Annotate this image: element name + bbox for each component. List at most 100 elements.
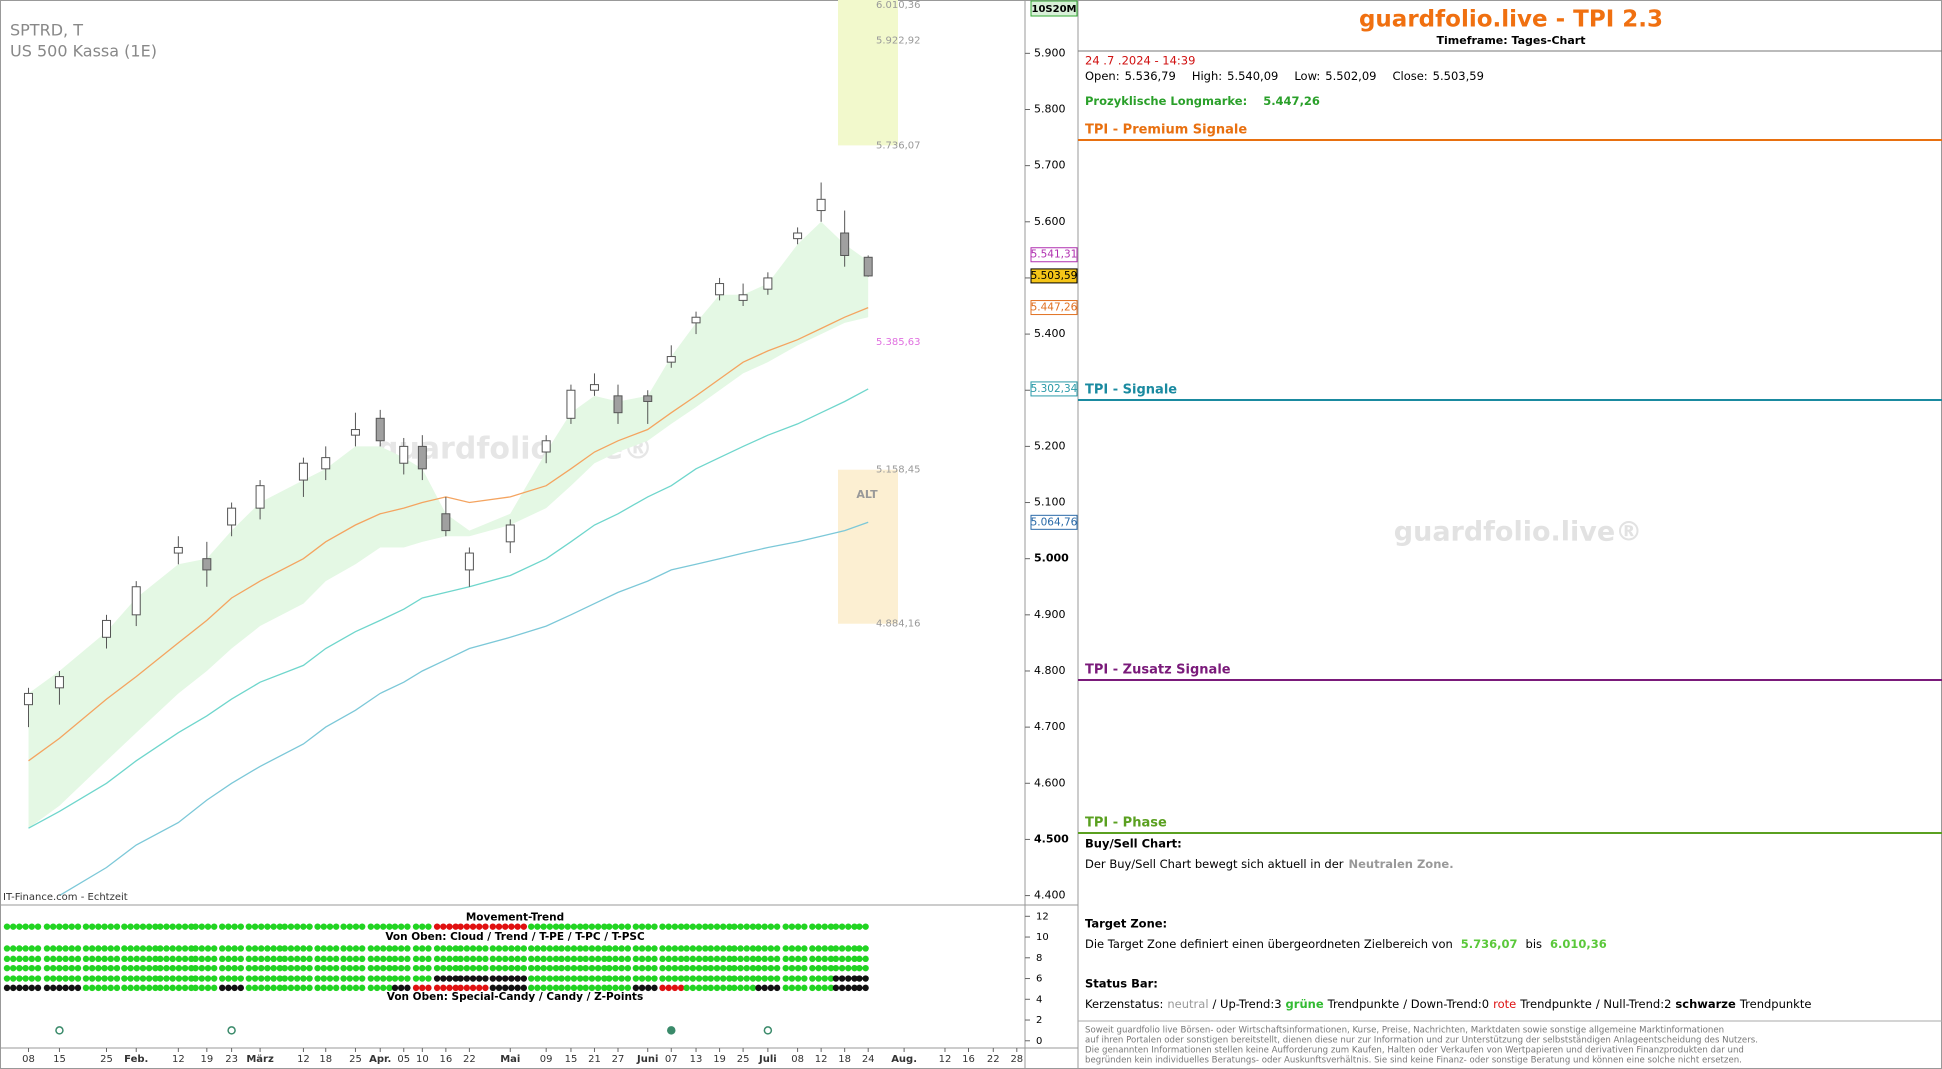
chart-subtitle: US 500 Kassa (1E): [10, 42, 157, 61]
trend-dot: [175, 945, 183, 952]
trend-dot: [540, 945, 547, 952]
trend-dot: [139, 984, 147, 992]
trend-dot: [152, 955, 159, 963]
trend-dot: [737, 964, 744, 972]
trend-dot: [88, 984, 96, 992]
trend-dot: [352, 945, 360, 952]
trend-dot: [594, 984, 602, 992]
x-tick-label: 19: [200, 1054, 213, 1065]
trend-dot: [192, 955, 199, 963]
trend-dot: [251, 964, 259, 972]
trend-dot: [794, 923, 802, 930]
trend-dot: [801, 964, 808, 972]
trend-dot: [659, 964, 666, 972]
trend-dot: [570, 955, 578, 963]
trend-dot: [862, 955, 869, 963]
trend-dot: [720, 984, 727, 992]
trend-dot: [632, 955, 640, 963]
trend-dot: [281, 964, 288, 972]
panel-timeframe: Timeframe: Tages-Chart: [1437, 34, 1586, 47]
timeframe-label: 10S20M: [1032, 4, 1077, 15]
trend-dot: [737, 955, 744, 963]
x-tick-label: Juni: [636, 1054, 658, 1065]
trend-dot: [707, 923, 715, 930]
trend-dot: [514, 923, 521, 930]
trend-dot: [469, 955, 477, 963]
trend-dot: [683, 955, 690, 963]
status-part: grüne: [1286, 997, 1324, 1011]
trend-dot: [588, 923, 596, 930]
trend-dot: [749, 975, 757, 982]
trend-dot: [528, 955, 535, 963]
trend-dot: [476, 964, 483, 972]
trend-dot: [3, 945, 11, 952]
trend-dot: [300, 945, 307, 952]
trend-dot: [677, 964, 685, 972]
target-from: 5.736,07: [1461, 937, 1518, 951]
trend-dot: [88, 955, 96, 963]
trend-dot: [832, 923, 840, 930]
trend-dot: [606, 975, 613, 982]
trend-dot: [16, 964, 23, 972]
trend-dot: [570, 984, 578, 992]
trend-dot: [404, 955, 411, 963]
y-tick-label: 5.800: [1034, 102, 1066, 115]
longmark-value: 5.447,26: [1263, 94, 1320, 108]
trend-dot: [788, 955, 796, 963]
trend-dot: [671, 975, 679, 982]
candle-body: [566, 389, 576, 419]
trend-dot: [683, 975, 690, 982]
trend-dot: [139, 923, 147, 930]
trend-dot: [264, 945, 271, 952]
trend-dot: [713, 955, 721, 963]
trend-dot: [743, 984, 750, 992]
trend-dot: [508, 945, 515, 952]
trend-dot: [391, 923, 399, 930]
trend-dot: [683, 964, 690, 972]
trend-dot: [534, 923, 541, 930]
trend-dot: [386, 945, 393, 952]
trend-dot: [801, 955, 808, 963]
trend-dot: [56, 975, 63, 982]
trend-dot: [231, 964, 238, 972]
trend-dot: [782, 984, 789, 992]
trend-dot: [16, 955, 23, 963]
trend-dot: [856, 984, 863, 992]
trend-dot: [127, 923, 134, 930]
trend-dot: [34, 984, 42, 992]
trend-dot: [645, 975, 652, 982]
trend-dot: [546, 964, 554, 972]
trend-dot: [702, 923, 709, 930]
trend-dot: [425, 984, 432, 992]
trend-dot: [838, 923, 846, 930]
trend-dot: [391, 975, 399, 982]
trend-dot: [862, 923, 869, 930]
trend-dot: [482, 984, 489, 992]
trend-dot: [552, 945, 560, 952]
trend-dot: [68, 923, 75, 930]
x-tick-label: 10: [416, 1054, 429, 1065]
trend-dot: [245, 955, 253, 963]
trend-dot: [564, 984, 571, 992]
trend-dot: [463, 975, 471, 982]
trend-dot: [225, 964, 232, 972]
trend-dot: [612, 984, 619, 992]
trend-dot: [845, 923, 852, 930]
trend-dot: [720, 975, 727, 982]
trend-dot: [386, 964, 393, 972]
candle-body: [464, 552, 474, 571]
trend-dot: [74, 945, 82, 952]
disclaimer-line: auf ihren Portalen oder sonstigen bereit…: [1085, 1036, 1758, 1046]
trend-dot: [502, 945, 509, 952]
trend-dot: [594, 955, 602, 963]
trend-dot: [815, 984, 822, 992]
trend-dot: [198, 964, 205, 972]
trend-dot: [570, 945, 578, 952]
trend-dot: [163, 923, 170, 930]
trend-dot: [68, 955, 75, 963]
trend-dot: [62, 955, 69, 963]
x-tick-label: 12: [297, 1054, 310, 1065]
trend-dot: [62, 984, 69, 992]
trend-dot: [743, 975, 750, 982]
trend-dot: [440, 923, 447, 930]
